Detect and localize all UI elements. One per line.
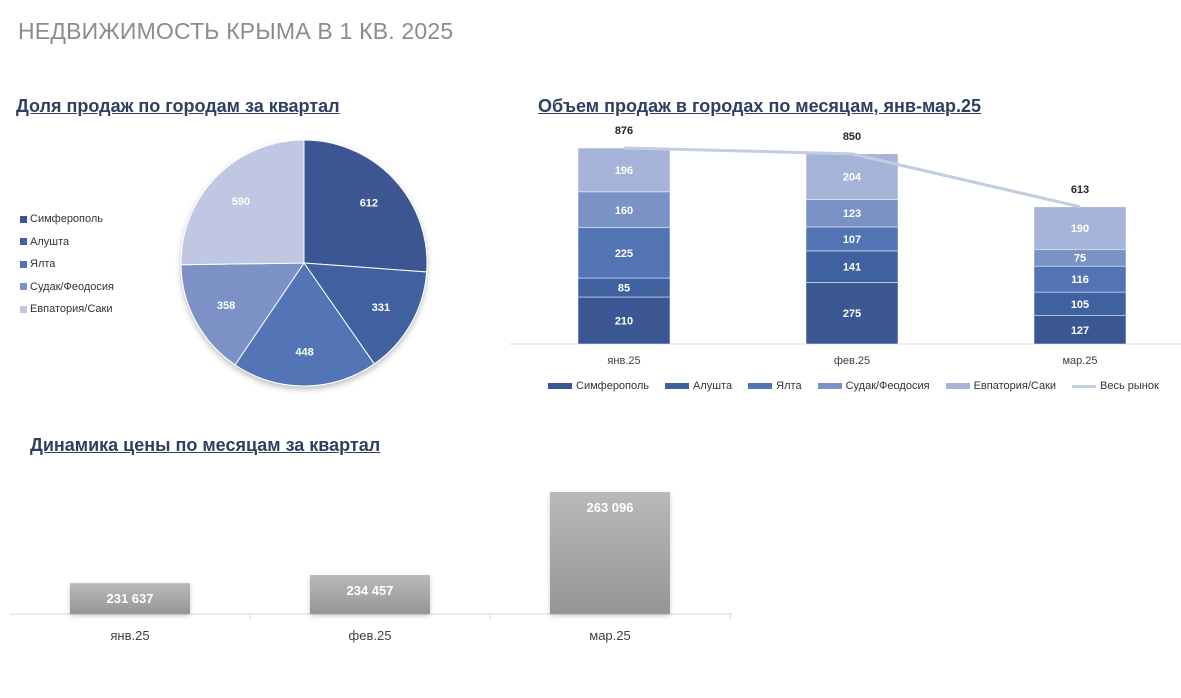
pie-slice-евпатория-саки <box>180 139 305 266</box>
legend-swatch <box>20 305 27 313</box>
legend-label: Евпатория/Саки <box>973 380 1057 392</box>
pie-label-судак-феодосия: 358 <box>217 300 235 312</box>
stacked-chart-title: Объем продаж в городах по месяцам, янв-м… <box>538 96 982 116</box>
legend-label: Судак/Феодосия <box>30 280 114 293</box>
legend-label: Симферополь <box>30 213 104 226</box>
pie-legend-item: Симферополь <box>20 208 114 231</box>
pie-slice-алушта <box>302 262 428 365</box>
legend-swatch <box>20 215 27 223</box>
stacked-legend-item: Алушта <box>665 380 732 392</box>
pie-legend-item: Ялта <box>20 253 114 276</box>
stacked-legend-item: Судак/Феодосия <box>817 380 930 392</box>
page-title: НЕДВИЖИМОСТЬ КРЫМА В 1 КВ. 2025 <box>18 18 454 44</box>
pie-slice-ялта <box>234 262 376 387</box>
legend-label: Симферополь <box>576 380 650 392</box>
legend-swatch <box>20 238 27 246</box>
pie-legend-item: Судак/Феодосия <box>20 276 114 299</box>
legend-swatch <box>817 383 842 389</box>
price-chart-title: Динамика цены по месяцам за квартал <box>30 435 381 455</box>
pie-chart-title: Доля продаж по городам за квартал <box>16 96 340 116</box>
legend-label: Весь рынок <box>1100 380 1159 392</box>
legend-label: Алушта <box>30 235 70 248</box>
legend-label: Ялта <box>30 258 56 271</box>
legend-label: Ялта <box>776 380 802 392</box>
pie-label-алушта: 331 <box>372 302 390 314</box>
stacked-legend-item: Евпатория/Саки <box>945 380 1057 392</box>
legend-swatch <box>945 383 970 389</box>
legend-label: Алушта <box>693 380 733 392</box>
pie-legend: Симферополь Алушта Ялта Судак/Феодосия Евпат… <box>20 208 114 321</box>
stacked-legend-item: Симферополь <box>548 380 649 392</box>
pie-slice-симферополь <box>303 139 428 273</box>
legend-swatch <box>20 283 27 291</box>
pie-label-симферополь: 612 <box>360 198 378 210</box>
legend-label: Евпатория/Саки <box>30 303 113 316</box>
pie-label-ялта: 448 <box>295 347 313 359</box>
legend-swatch <box>748 383 773 389</box>
pie-legend-item: Алушта <box>20 231 114 254</box>
legend-swatch <box>548 383 572 389</box>
legend-swatch <box>20 260 27 268</box>
pie-label-евпатория-саки: 590 <box>232 196 250 208</box>
legend-swatch <box>1072 384 1097 388</box>
pie-slice-судак-феодосия <box>180 262 305 366</box>
stacked-legend-item: Ялта <box>748 380 802 392</box>
stacked-legend-item: Весь рынок <box>1072 380 1159 392</box>
legend-label: Судак/Феодосия <box>845 380 930 392</box>
stacked-legend: Симферополь Алушта Ялта Судак/Феодосия Евпат… <box>548 380 1175 392</box>
pie-legend-item: Евпатория/Саки <box>20 298 114 321</box>
legend-swatch <box>665 383 690 389</box>
